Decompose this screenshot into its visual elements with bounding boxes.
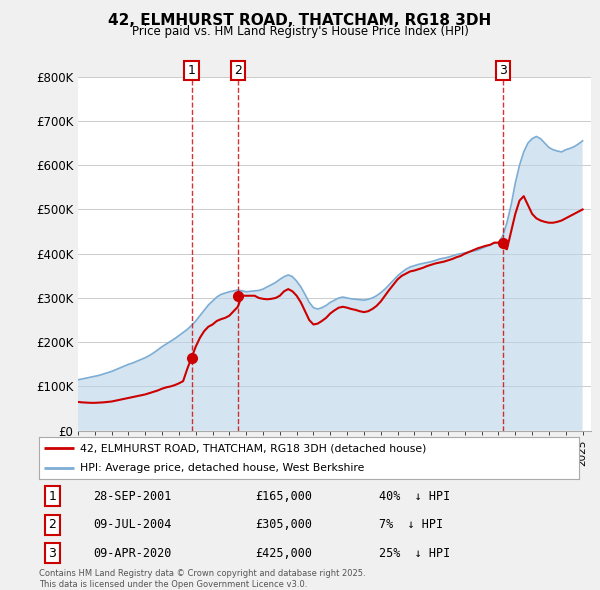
Text: 09-JUL-2004: 09-JUL-2004 bbox=[93, 518, 172, 532]
Text: £165,000: £165,000 bbox=[255, 490, 312, 503]
Text: 42, ELMHURST ROAD, THATCHAM, RG18 3DH: 42, ELMHURST ROAD, THATCHAM, RG18 3DH bbox=[109, 13, 491, 28]
Text: 1: 1 bbox=[188, 64, 196, 77]
Text: £305,000: £305,000 bbox=[255, 518, 312, 532]
Text: 2: 2 bbox=[234, 64, 242, 77]
Text: 25%  ↓ HPI: 25% ↓ HPI bbox=[379, 547, 451, 560]
Text: Contains HM Land Registry data © Crown copyright and database right 2025.
This d: Contains HM Land Registry data © Crown c… bbox=[39, 569, 365, 589]
Text: 3: 3 bbox=[499, 64, 507, 77]
Text: 1: 1 bbox=[49, 490, 56, 503]
Text: 09-APR-2020: 09-APR-2020 bbox=[93, 547, 172, 560]
Text: 3: 3 bbox=[49, 547, 56, 560]
Text: Price paid vs. HM Land Registry's House Price Index (HPI): Price paid vs. HM Land Registry's House … bbox=[131, 25, 469, 38]
Text: 7%  ↓ HPI: 7% ↓ HPI bbox=[379, 518, 443, 532]
Text: HPI: Average price, detached house, West Berkshire: HPI: Average price, detached house, West… bbox=[79, 463, 364, 473]
Text: 28-SEP-2001: 28-SEP-2001 bbox=[93, 490, 172, 503]
Text: 2: 2 bbox=[49, 518, 56, 532]
Text: £425,000: £425,000 bbox=[255, 547, 312, 560]
Text: 42, ELMHURST ROAD, THATCHAM, RG18 3DH (detached house): 42, ELMHURST ROAD, THATCHAM, RG18 3DH (d… bbox=[79, 443, 426, 453]
Text: 40%  ↓ HPI: 40% ↓ HPI bbox=[379, 490, 451, 503]
